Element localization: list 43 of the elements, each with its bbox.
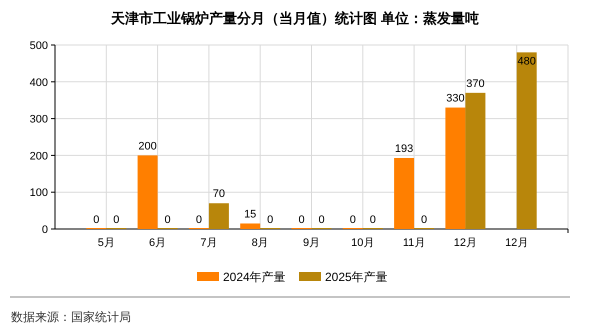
y-tick-label: 0 [42,224,48,236]
x-tick-label: 7月 [200,237,218,249]
y-tick-label: 100 [30,187,48,200]
data-label: 0 [113,214,120,226]
x-tick-label: 10月 [351,237,374,249]
data-label: 0 [350,214,356,226]
data-label: 0 [164,214,171,226]
x-tick-label: 8月 [252,237,269,249]
bar [138,155,158,229]
data-label: 193 [394,142,414,155]
chart-title: 天津市工业锅炉产量分月（当月值）统计图 单位：蒸发量吨 [110,10,479,26]
data-label: 0 [267,214,274,226]
x-tick-label: 11月 [402,237,426,249]
bar [445,108,466,229]
data-label: 0 [370,214,376,226]
data-label: 70 [212,188,226,200]
x-tick-label: 6月 [149,237,166,249]
x-tick-label: 9月 [302,237,320,249]
x-tick-label: 5月 [98,237,115,249]
data-label: 480 [518,55,536,68]
bar [240,223,260,229]
legend-label: 2025年产量 [325,270,388,284]
bar [516,52,537,229]
data-label: 330 [446,92,465,105]
x-tick-label: 12月 [505,237,528,249]
source-note: 数据来源：国家统计局 [11,310,131,324]
data-label: 0 [298,214,305,226]
y-tick-label: 200 [30,150,48,162]
data-label: 370 [466,78,485,90]
x-tick-label: 12月 [454,237,478,249]
y-tick-label: 500 [30,40,48,52]
data-label: 0 [196,214,202,226]
data-label: 15 [244,208,256,220]
y-tick-label: 300 [30,114,48,126]
bar [208,203,229,229]
y-tick-label: 400 [30,76,48,89]
bar [465,92,486,229]
data-label: 0 [318,214,325,226]
data-label: 200 [138,140,157,152]
data-label: 0 [421,214,428,226]
legend-label: 2024年产量 [223,270,286,284]
data-label: 0 [93,214,100,226]
bar [394,158,414,229]
